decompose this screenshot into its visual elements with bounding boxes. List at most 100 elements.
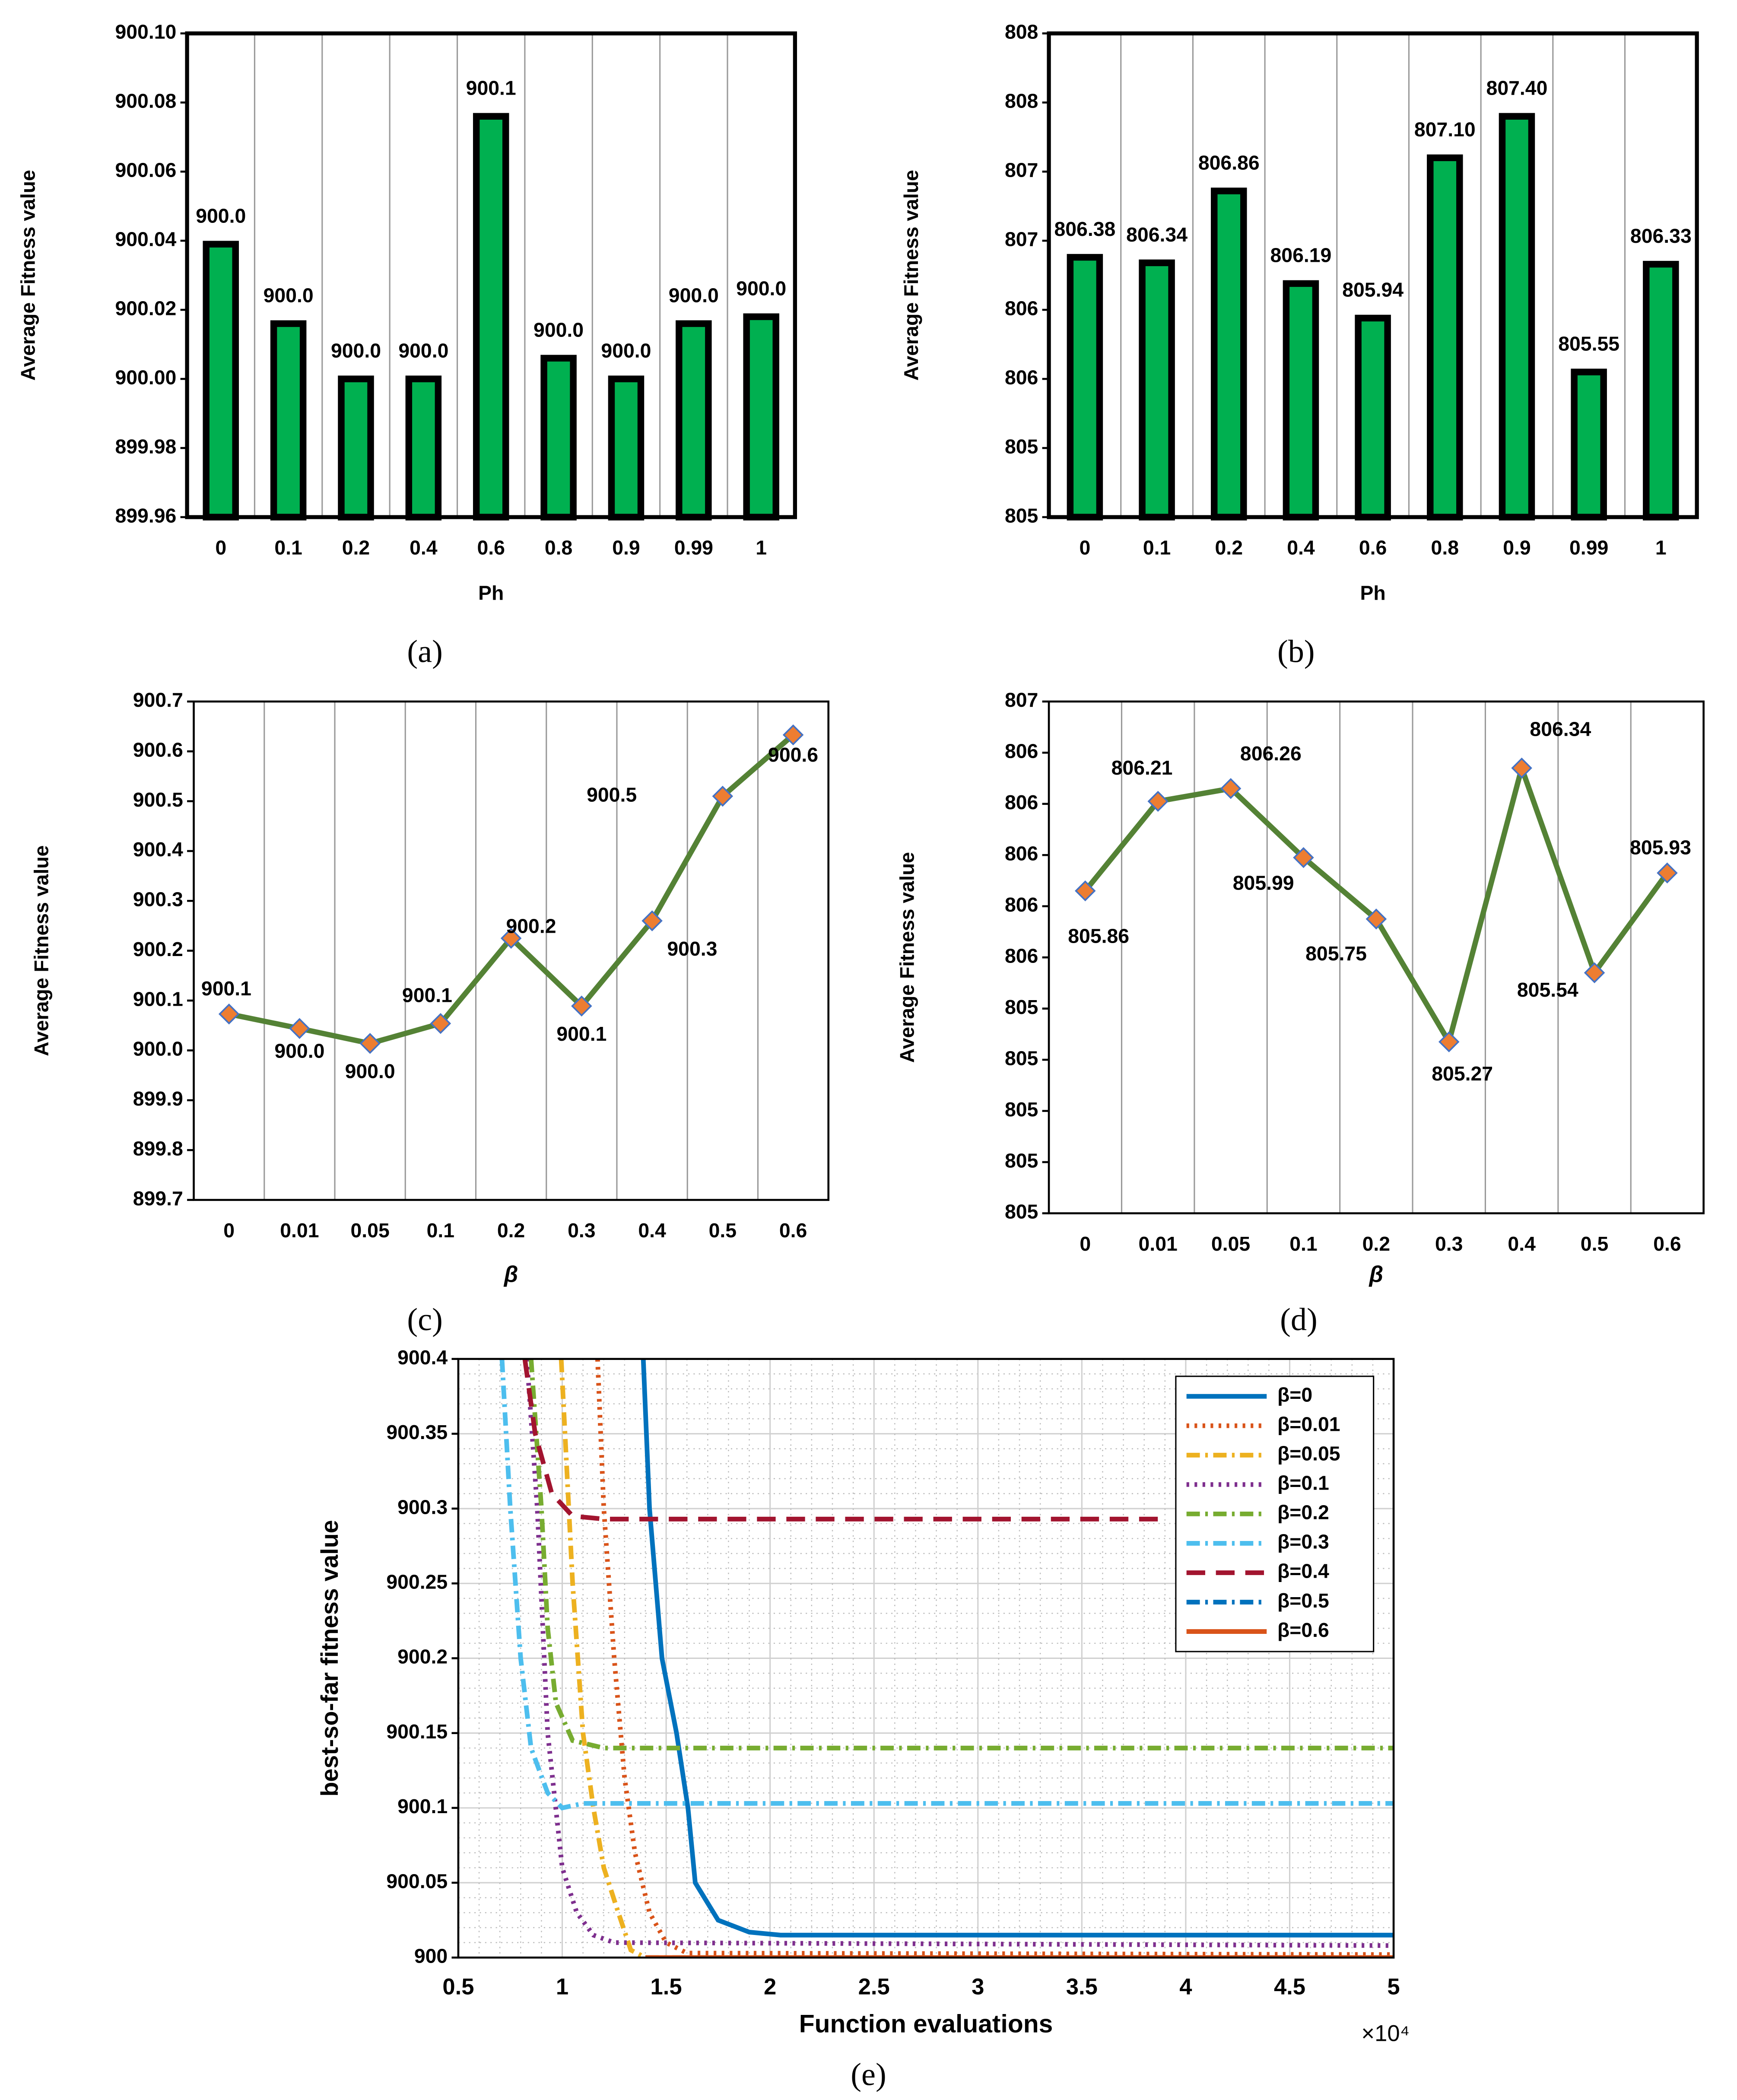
value-label: 805.86: [1068, 925, 1129, 947]
x-tick-label: 1.5: [651, 1974, 682, 1999]
x-tick-label: 0.01: [280, 1219, 319, 1242]
value-label: 805.94: [1342, 279, 1404, 301]
x-tick-label: 0.2: [342, 536, 370, 559]
y-tick-label: 900.5: [133, 788, 183, 811]
x-tick-label: 0: [1080, 536, 1091, 559]
x-axis-label: β: [503, 1262, 518, 1287]
value-label: 900.0: [669, 284, 719, 307]
x-multiplier: ×10⁴: [1361, 2021, 1410, 2046]
value-label: 900.3: [667, 937, 717, 960]
bar: [608, 375, 645, 521]
bar: [1643, 261, 1679, 521]
value-label: 900.0: [736, 277, 786, 300]
x-tick-label: 0.6: [779, 1219, 807, 1242]
y-axis-label: Average Fitness value: [896, 852, 918, 1063]
x-tick-label: 0.8: [1431, 536, 1459, 559]
marker: [1365, 909, 1387, 930]
x-tick-label: 0.6: [1653, 1233, 1681, 1255]
y-tick-label: 900.3: [397, 1496, 448, 1518]
x-tick-label: 0.5: [709, 1219, 737, 1242]
marker: [359, 1033, 381, 1054]
y-tick-label: 805: [1005, 996, 1038, 1018]
value-label: 806.38: [1054, 218, 1115, 240]
x-tick-label: 0.3: [568, 1219, 595, 1242]
x-tick-label: 0.9: [612, 536, 640, 559]
plot-frame: [1048, 700, 1705, 1214]
legend-label: β=0.3: [1277, 1531, 1329, 1553]
x-tick-label: 2: [764, 1974, 776, 1999]
x-tick-label: 0.6: [1359, 536, 1387, 559]
legend-label: β=0.5: [1277, 1589, 1329, 1612]
y-tick-label: 805: [1005, 1098, 1038, 1121]
marker: [641, 910, 663, 931]
plot-frame: [193, 700, 830, 1201]
x-tick-label: 0: [215, 536, 226, 559]
x-tick-label: 0.4: [638, 1219, 666, 1242]
value-label: 900.0: [533, 318, 584, 341]
caption: (e): [851, 2057, 886, 2093]
y-tick-label: 806: [1005, 944, 1038, 967]
y-tick-label: 806: [1005, 893, 1038, 916]
marker: [1584, 962, 1605, 983]
y-tick-label: 806: [1005, 297, 1038, 319]
value-label: 900.6: [768, 743, 818, 766]
x-tick-label: 0.9: [1503, 536, 1531, 559]
y-tick-label: 900.0: [133, 1038, 183, 1060]
bar: [1571, 369, 1607, 521]
value-label: 805.75: [1305, 942, 1367, 965]
x-tick-label: 0.1: [274, 536, 302, 559]
y-tick-label: 900.4: [133, 838, 183, 861]
x-tick-label: 0.2: [497, 1219, 525, 1242]
x-tick-label: 0.05: [350, 1219, 389, 1242]
x-tick-label: 4: [1179, 1974, 1192, 1999]
legend-label: β=0: [1277, 1383, 1312, 1406]
legend-label: β=0.6: [1277, 1619, 1329, 1641]
x-tick-label: 1: [1655, 536, 1667, 559]
line: [228, 733, 795, 1046]
marker: [1074, 880, 1096, 902]
x-tick-label: 4.5: [1274, 1974, 1305, 1999]
x-axis-label: Function evaluations: [799, 2010, 1053, 2038]
y-axis-label: best-so-far fitness value: [316, 1520, 343, 1796]
x-tick-label: 0.1: [427, 1219, 454, 1242]
y-tick-label: 900.2: [133, 938, 183, 960]
value-label: 900.0: [601, 339, 651, 362]
bar: [1211, 187, 1247, 521]
bar: [203, 241, 239, 521]
caption: (a): [407, 634, 442, 670]
value-label: 900.0: [196, 205, 246, 227]
bar: [1355, 315, 1391, 521]
y-tick-label: 808: [1005, 21, 1038, 43]
x-tick-label: 1: [756, 536, 767, 559]
x-tick-label: 0: [223, 1219, 235, 1242]
x-tick-label: 1: [556, 1974, 568, 1999]
x-tick-label: 0.2: [1362, 1233, 1390, 1255]
y-tick-label: 900.1: [397, 1795, 448, 1817]
value-label: 806.21: [1111, 756, 1173, 779]
y-tick-label: 807: [1005, 159, 1038, 181]
x-tick-label: 0.4: [410, 536, 438, 559]
caption: (b): [1277, 634, 1315, 670]
y-tick-label: 900.04: [115, 228, 176, 250]
y-tick-label: 806: [1005, 842, 1038, 864]
bar: [676, 320, 712, 521]
marker: [712, 785, 734, 807]
y-tick-label: 899.7: [133, 1187, 183, 1210]
marker: [1438, 1031, 1460, 1052]
x-tick-label: 0.3: [1435, 1233, 1463, 1255]
legend-label: β=0.2: [1277, 1501, 1329, 1524]
y-tick-label: 900.10: [115, 21, 176, 43]
marker: [1511, 757, 1532, 779]
y-tick-label: 900.7: [133, 689, 183, 711]
caption: (c): [407, 1302, 442, 1338]
y-tick-label: 806: [1005, 740, 1038, 762]
y-tick-label: 900.02: [115, 297, 176, 319]
y-tick-label: 900: [414, 1945, 448, 1967]
y-axis-label: Average Fitness value: [900, 170, 922, 381]
legend-label: β=0.05: [1277, 1442, 1340, 1465]
line: [1083, 759, 1670, 1049]
value-label: 900.0: [274, 1040, 324, 1062]
bar: [405, 375, 442, 521]
value-label: 806.86: [1198, 151, 1260, 174]
